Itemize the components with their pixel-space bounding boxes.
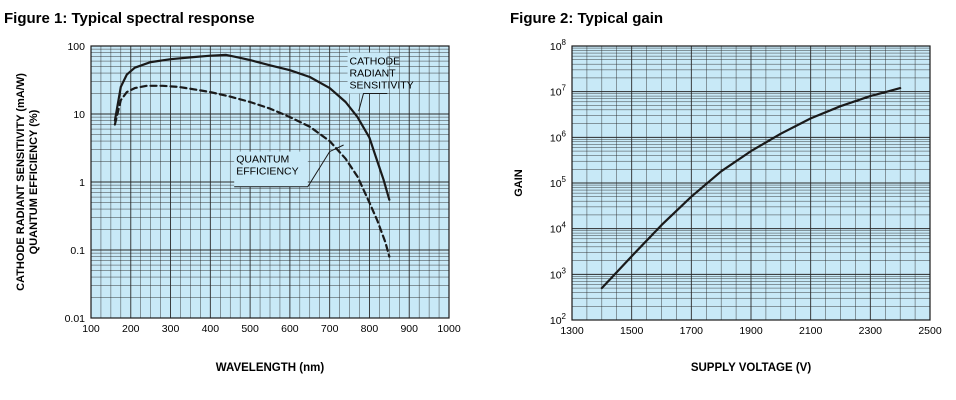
- chart2-frame: [571, 45, 931, 321]
- cathode-annotation-text: RADIANT: [350, 68, 397, 80]
- chart1-y-ticks: 0.01 0.1 1 10 100: [65, 41, 86, 325]
- chart1-x-tick-label: 400: [202, 323, 220, 335]
- chart2-y-tick-label: 108: [550, 38, 567, 53]
- chart1-x-tick-label: 900: [400, 323, 418, 335]
- chart1-y-tick-label: 1: [79, 177, 85, 189]
- chart1-x-tick-label: 500: [241, 323, 259, 335]
- chart2-x-tick-label: 1300: [560, 325, 584, 337]
- chart2-y-axis-label: GAIN: [513, 169, 525, 197]
- chart2-y-tick-label: 106: [550, 129, 567, 144]
- chart2-y-ticks: 102 103 104 105 106 107 108: [550, 38, 567, 327]
- quantum-leader-line: [234, 144, 344, 188]
- chart2-x-tick-label: 1700: [680, 325, 704, 337]
- chart2-y-tick-label: 105: [550, 175, 567, 190]
- chart2-x-tick-label: 1500: [620, 325, 644, 337]
- chart2-y-tick-label: 103: [550, 266, 567, 281]
- chart2-grid: [571, 46, 931, 321]
- chart1-y-tick-label: 0.1: [70, 245, 85, 257]
- cathode-label-box: [347, 52, 388, 94]
- chart1-y-tick-label: 100: [67, 41, 85, 53]
- chart1-y-axis-label-1: CATHODE RADIANT SENSITIVITY (mA/W): [15, 73, 27, 291]
- chart2-y-tick-label: 104: [550, 221, 567, 236]
- chart1-x-ticks: 100 200 300 400 500 600 700 800 900 1000: [82, 323, 461, 335]
- chart2-y-tick-label: 102: [550, 312, 567, 327]
- chart2-x-tick-label: 2500: [918, 325, 942, 337]
- chart2-x-tick-label: 2300: [859, 325, 883, 337]
- chart1-frame: [90, 45, 450, 319]
- chart1-series: [113, 53, 391, 258]
- chart2-y-tick-label: 107: [550, 84, 567, 99]
- chart1-x-axis-label: WAVELENGTH (nm): [216, 362, 325, 374]
- chart1-x-tick-label: 200: [122, 323, 140, 335]
- quantum-annotation-text: EFFICIENCY: [236, 166, 298, 178]
- chart1-x-tick-label: 700: [321, 323, 339, 335]
- chart2-title: Figure 2: Typical gain: [510, 10, 663, 27]
- gain-line: [600, 86, 902, 290]
- chart2-x-tick-label: 2100: [799, 325, 823, 337]
- chart1-x-tick-label: 600: [281, 323, 299, 335]
- quantum-label-box: [234, 151, 308, 187]
- chart-typical-gain: Figure 2: Typical gain 1300 1500 1700 1900 2…: [510, 10, 942, 374]
- cathode-leader-line: [358, 93, 388, 112]
- chart2-x-ticks: 1300 1500 1700 1900 2100 2300 2500: [560, 325, 942, 337]
- chart1-y-axis-label-2: QUANTUM EFFICIENCY (%): [28, 109, 40, 254]
- chart-spectral-response: Figure 1: Typical spectral response 100 2…: [4, 10, 461, 374]
- chart1-x-tick-label: 300: [162, 323, 180, 335]
- cathode-sensitivity-line: [113, 53, 391, 201]
- chart2-series: [600, 86, 902, 290]
- cathode-annotation-text: CATHODE: [350, 56, 401, 68]
- chart1-x-tick-label: 100: [82, 323, 100, 335]
- chart1-x-tick-label: 800: [361, 323, 379, 335]
- chart1-x-tick-label: 1000: [437, 323, 461, 335]
- chart1-title: Figure 1: Typical spectral response: [4, 10, 255, 27]
- quantum-annotation-text: QUANTUM: [236, 154, 289, 166]
- cathode-annotation-text: SENSITIVITY: [350, 80, 414, 92]
- quantum-efficiency-line: [113, 84, 391, 258]
- chart2-x-tick-label: 1900: [739, 325, 763, 337]
- chart2-x-axis-label: SUPPLY VOLTAGE (V): [691, 362, 812, 374]
- chart1-y-tick-label: 10: [73, 109, 85, 121]
- chart1-y-tick-label: 0.01: [65, 313, 86, 325]
